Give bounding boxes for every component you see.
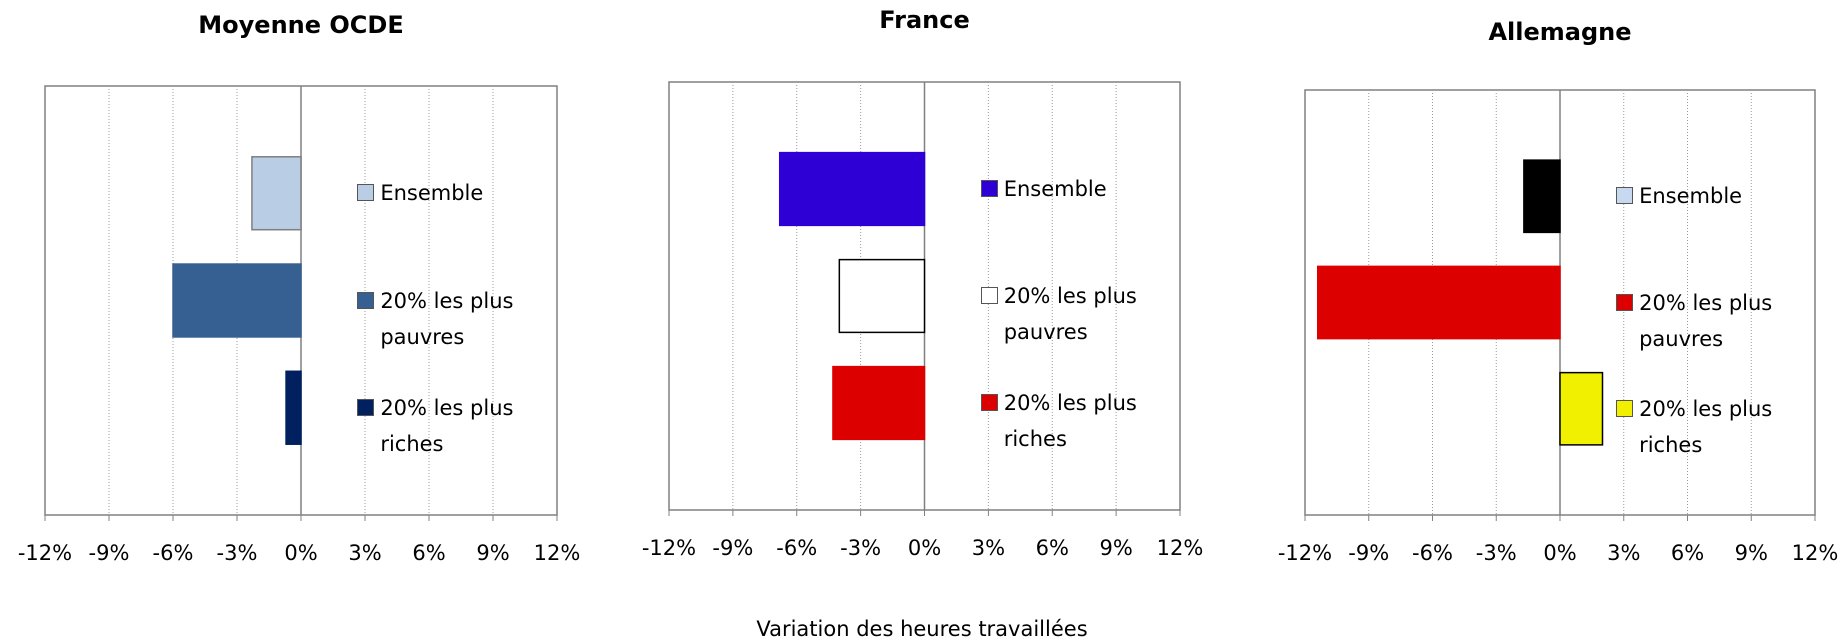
- legend-item: 20% les plus pauvres: [980, 278, 1169, 350]
- legend-item: 20% les plus riches: [357, 390, 545, 462]
- legend-label: 20% les plus pauvres: [380, 288, 514, 349]
- x-tick-label: -9%: [712, 536, 753, 560]
- legend-label: Ensemble: [1003, 177, 1107, 201]
- legend-swatch: [1616, 293, 1634, 311]
- bar: [1523, 159, 1561, 234]
- x-tick-label: 6%: [1036, 536, 1069, 560]
- legend-item: 20% les plus riches: [1616, 391, 1804, 463]
- legend-item: 20% les plus pauvres: [1616, 285, 1804, 357]
- x-tick-label: -9%: [89, 541, 130, 565]
- x-tick-label: -12%: [642, 536, 696, 560]
- x-tick-label: 6%: [1671, 541, 1704, 565]
- legend-label: 20% les plus riches: [380, 395, 514, 456]
- x-tick-label: 12%: [1157, 536, 1204, 560]
- x-tick-label: 3%: [1607, 541, 1640, 565]
- legend-swatch: [357, 291, 375, 309]
- x-tick-label: 12%: [1792, 541, 1839, 565]
- bar: [251, 156, 302, 231]
- bar: [778, 151, 926, 227]
- legend-swatch: [357, 184, 375, 202]
- chart-title: Allemagne: [1488, 18, 1631, 46]
- x-tick-label: 9%: [1099, 536, 1132, 560]
- x-tick-label: -12%: [18, 541, 72, 565]
- legend-label: 20% les plus pauvres: [1003, 284, 1137, 344]
- legend-swatch: [1616, 187, 1634, 205]
- x-tick-label: -6%: [776, 536, 817, 560]
- legend-swatch: [980, 287, 998, 304]
- x-tick-label: 9%: [476, 541, 509, 565]
- legend-item: 20% les plus pauvres: [357, 283, 545, 355]
- x-tick-label: -3%: [1476, 541, 1517, 565]
- legend-swatch: [980, 180, 998, 197]
- legend-label: 20% les plus riches: [1003, 391, 1137, 451]
- chart-title: France: [879, 6, 969, 34]
- x-tick-label: 3%: [972, 536, 1005, 560]
- legend-item: Ensemble: [980, 171, 1169, 207]
- bar: [838, 258, 926, 334]
- legend-item: Ensemble: [357, 175, 545, 211]
- legend-label: Ensemble: [1639, 184, 1743, 209]
- legend-item: 20% les plus riches: [980, 385, 1169, 457]
- x-tick-label: 12%: [534, 541, 581, 565]
- x-tick-label: 3%: [348, 541, 381, 565]
- chart-title: Moyenne OCDE: [198, 11, 403, 39]
- legend-label: Ensemble: [380, 181, 484, 206]
- x-tick-label: -3%: [840, 536, 881, 560]
- bar: [172, 263, 302, 338]
- x-tick-label: -6%: [153, 541, 194, 565]
- x-tick-label: 0%: [1543, 541, 1576, 565]
- legend-swatch: [357, 398, 375, 416]
- legend-swatch: [980, 394, 998, 411]
- x-tick-label: -3%: [217, 541, 258, 565]
- legend-swatch: [1616, 399, 1634, 417]
- legend-label: 20% les plus pauvres: [1639, 290, 1773, 351]
- x-tick-label: 0%: [908, 536, 941, 560]
- legend-item: Ensemble: [1616, 178, 1804, 214]
- x-tick-label: -6%: [1412, 541, 1453, 565]
- x-axis-label: Variation des heures travaillées: [756, 617, 1087, 641]
- bar: [285, 370, 302, 445]
- x-tick-label: 0%: [284, 541, 317, 565]
- x-tick-label: 9%: [1735, 541, 1768, 565]
- bar: [1317, 265, 1561, 340]
- x-tick-label: 6%: [412, 541, 445, 565]
- legend-label: 20% les plus riches: [1639, 396, 1773, 457]
- x-tick-label: -9%: [1348, 541, 1389, 565]
- bar: [832, 365, 926, 441]
- bar: [1559, 371, 1604, 446]
- x-tick-label: -12%: [1278, 541, 1332, 565]
